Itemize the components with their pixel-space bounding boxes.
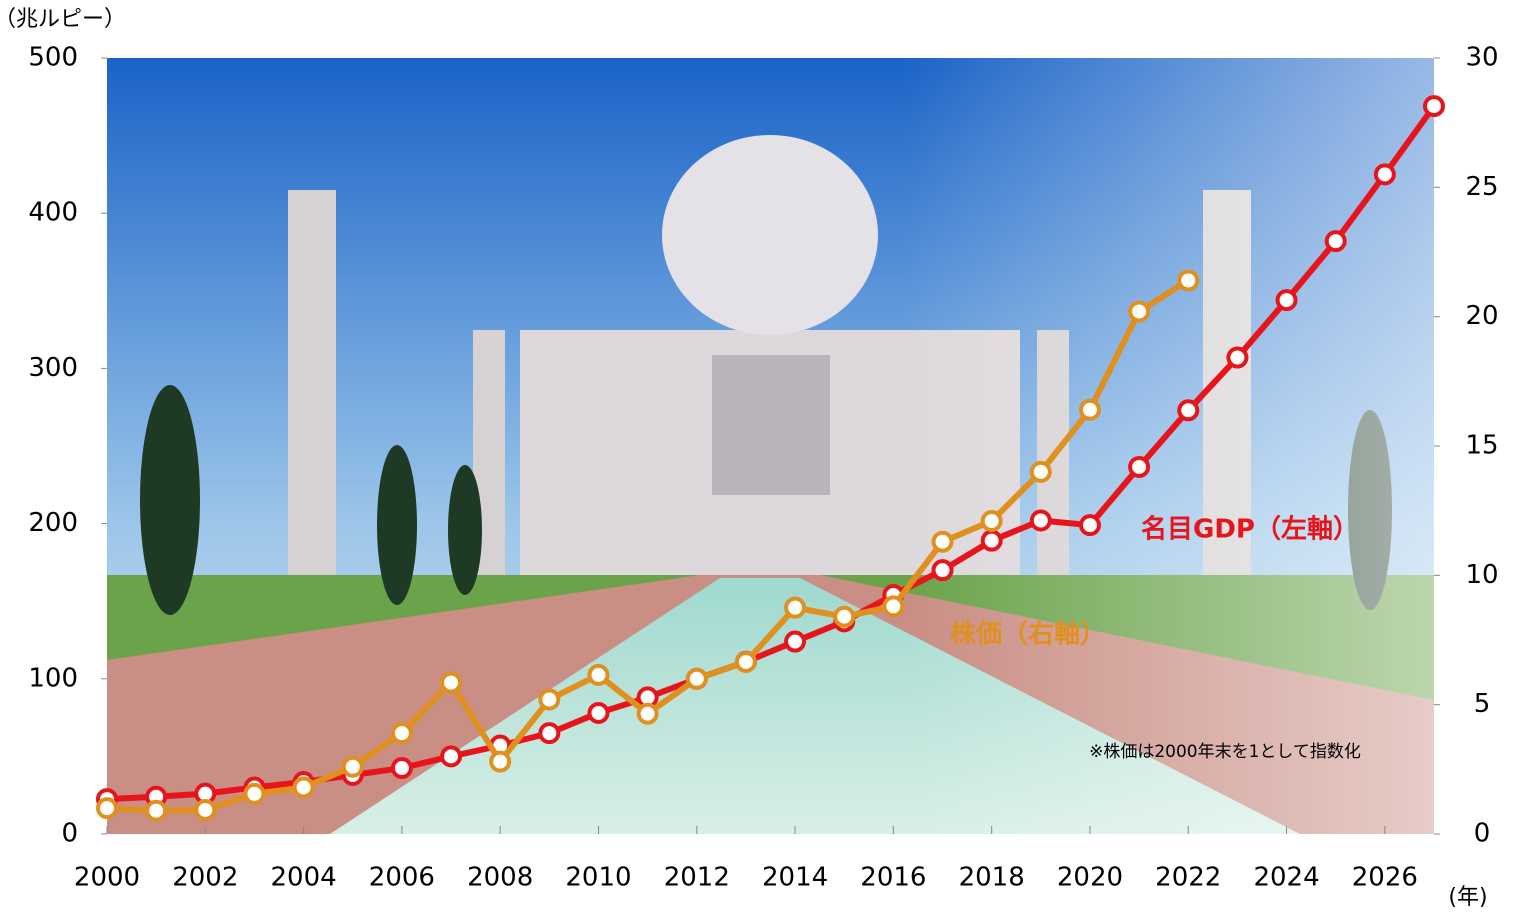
point: [980, 529, 1003, 552]
y2-tick-label: 5: [1474, 689, 1491, 719]
y-axis-label: （兆ルピー）: [0, 7, 126, 32]
point: [390, 757, 413, 780]
point: [833, 605, 856, 628]
y2-tick-label: 25: [1465, 172, 1498, 202]
point: [636, 702, 659, 725]
point: [341, 755, 364, 778]
x-tick-label: 2020: [1057, 863, 1123, 893]
x-tick-label: 2014: [762, 863, 828, 893]
point: [1078, 398, 1101, 421]
x-tick-label: 2004: [271, 863, 337, 893]
point: [685, 667, 708, 690]
point: [882, 595, 905, 618]
point: [784, 596, 807, 619]
point: [1275, 289, 1298, 312]
point: [292, 776, 315, 799]
point: [1128, 455, 1151, 478]
point: [931, 559, 954, 582]
x-tick-label: 2026: [1352, 863, 1418, 893]
point: [734, 650, 757, 673]
point: [1078, 514, 1101, 537]
point: [587, 663, 610, 686]
point: [1029, 460, 1052, 483]
x-tick-label: 2018: [959, 863, 1025, 893]
x-tick-label: 2012: [664, 863, 730, 893]
point: [1324, 230, 1347, 253]
point: [538, 688, 561, 711]
point: [784, 630, 807, 653]
point: [440, 745, 463, 768]
point: [931, 530, 954, 553]
point: [1177, 399, 1200, 422]
x-axis-label: (年): [1448, 885, 1487, 910]
y2-tick-label: 30: [1465, 43, 1498, 73]
point: [980, 510, 1003, 533]
point: [1373, 163, 1396, 186]
y-tick-label: 300: [28, 353, 78, 383]
point: [1177, 269, 1200, 292]
x-tick-label: 2024: [1253, 863, 1319, 893]
background-photo: [107, 58, 1434, 834]
point: [538, 722, 561, 745]
point: [1423, 95, 1445, 118]
point: [1128, 300, 1151, 323]
point: [390, 722, 413, 745]
y2-tick-label: 15: [1465, 431, 1498, 461]
series-label: 株価（右軸）: [950, 619, 1106, 650]
x-tick-label: 2010: [565, 863, 631, 893]
y2-tick-label: 10: [1465, 560, 1498, 590]
x-tick-label: 2000: [74, 863, 140, 893]
point: [1226, 346, 1249, 369]
note: ※株価は2000年末を1として指数化: [1089, 742, 1361, 762]
series-label: 名目GDP（左軸）: [1141, 514, 1359, 545]
y-tick-label: 0: [61, 819, 78, 849]
x-tick-label: 2002: [172, 863, 238, 893]
x-tick-label: 2008: [467, 863, 533, 893]
point: [243, 782, 266, 805]
x-tick-label: 2016: [860, 863, 926, 893]
point: [96, 797, 118, 820]
point: [145, 799, 168, 822]
x-tick-label: 2022: [1155, 863, 1221, 893]
y-tick-label: 100: [28, 663, 78, 693]
y2-tick-label: 0: [1474, 819, 1491, 849]
point: [489, 750, 512, 773]
point: [1029, 509, 1052, 532]
point: [194, 798, 217, 821]
point: [440, 671, 463, 694]
y2-tick-label: 20: [1465, 301, 1498, 331]
point: [587, 701, 610, 724]
y-tick-label: 200: [28, 508, 78, 538]
y-tick-label: 500: [28, 43, 78, 73]
x-tick-label: 2006: [369, 863, 435, 893]
y-tick-label: 400: [28, 198, 78, 228]
